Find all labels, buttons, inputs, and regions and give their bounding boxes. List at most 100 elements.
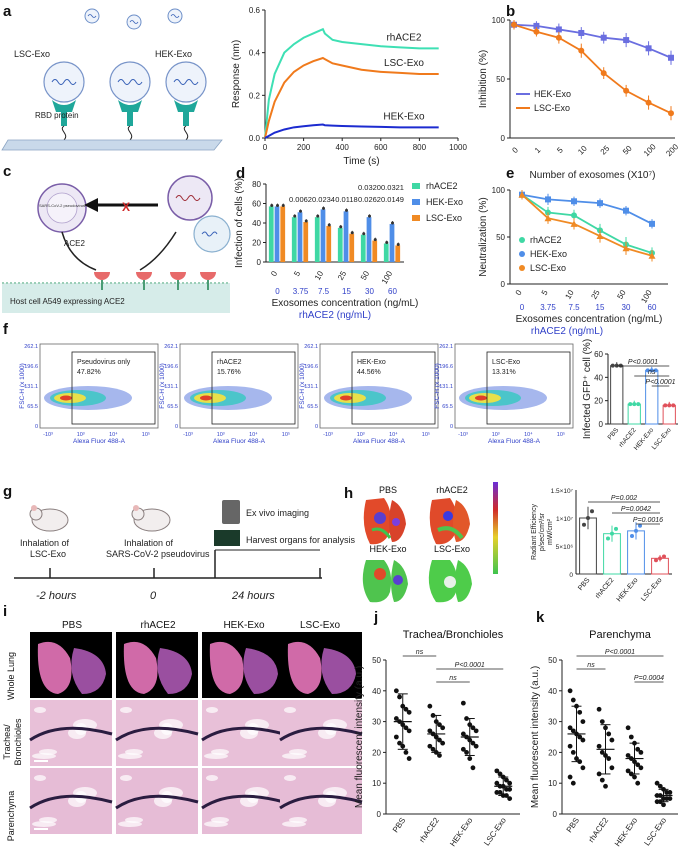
h-sig-text: P=0.002 (611, 495, 637, 502)
b-series-LSC-Exo (513, 23, 672, 115)
d-bar (372, 240, 378, 262)
d-point (345, 208, 348, 212)
flow-x-tick-label: 10⁴ (524, 431, 533, 438)
flow-x-tick-label: 10³ (77, 432, 85, 438)
flow-plot-frame (454, 343, 574, 429)
j-point (467, 756, 473, 761)
a-x-tick-label: 1000 (449, 143, 467, 152)
b-x-tick-label: 5 (555, 145, 565, 155)
flow-y-tick-label: 65.5 (442, 404, 453, 410)
j-point (430, 746, 436, 752)
row-trachea: Trachea/ (2, 724, 12, 760)
k-point (661, 802, 666, 808)
k-point (599, 750, 605, 755)
j-point (473, 743, 479, 749)
b-x-tick-label: 25 (599, 144, 612, 157)
histology-vessel (29, 726, 113, 742)
k-point (625, 768, 631, 774)
d-legend-label: HEK-Exo (426, 197, 463, 207)
j-point (473, 728, 479, 734)
k-y-tick-label: 30 (548, 718, 557, 727)
j-point (437, 753, 442, 758)
k-point (567, 688, 573, 694)
a-y-label: Response (nm) (231, 40, 242, 108)
d-bar (360, 234, 366, 262)
d-y-tick-label: 20 (252, 239, 261, 248)
histology-vessel (201, 726, 285, 742)
pseudovirus-icon: SARS-CoV-2 pseudovirus (37, 183, 87, 233)
d-x-tick-label: 25 (336, 269, 349, 282)
a-x-tick-label: 400 (336, 143, 350, 152)
b-point (533, 28, 540, 35)
f-point (663, 403, 668, 408)
b-y-tick-label: 50 (496, 75, 505, 84)
flow-density-peak (340, 395, 352, 401)
panel-d-chart: 0 20 40 60 80 Infection of cells (%) rhACE2 HEK… (234, 178, 463, 321)
flow-y-tick-label: 262.1 (24, 344, 38, 350)
d-point (350, 231, 354, 235)
histology-airspace (289, 817, 307, 823)
d-point (322, 206, 325, 210)
j-y-tick-label: 0 (377, 810, 382, 819)
e-x-tick-label: 10 (563, 288, 576, 301)
k-y-tick-label: 20 (548, 748, 557, 757)
h-y-label: p/sec/cm²/sr (539, 512, 546, 551)
b-legend-label: LSC-Exo (534, 103, 570, 113)
panel-label-a: a (3, 3, 12, 20)
flow-x-label: Alexa Fluor 488-A (353, 438, 406, 445)
h-point (606, 536, 610, 541)
flow-gate-name: LSC-Exo (492, 359, 520, 366)
d-legend-swatch (412, 183, 420, 189)
e-point (571, 212, 577, 219)
flow-gate-pct: 44.56% (357, 369, 381, 376)
j-point (403, 725, 409, 731)
flow-y-tick-label: 0 (175, 424, 178, 430)
j-point (397, 694, 402, 700)
step1-label: Inhalation of (20, 538, 70, 548)
k-point (625, 725, 631, 731)
j-point (464, 750, 469, 755)
d-bar (303, 222, 309, 262)
flow-y-tick-label: 0 (450, 424, 453, 430)
j-point (393, 734, 399, 740)
d-point (391, 221, 394, 225)
histology-vessel (279, 726, 363, 742)
panel-label-b: b (506, 3, 515, 20)
j-point (494, 780, 500, 786)
b-y-label: Inhibition (%) (478, 50, 489, 108)
panel-b-chart: 0 50 100 0 1 5 10 25 50 100 200 Number of exosomes … (478, 16, 681, 181)
k-point (570, 728, 576, 734)
k-point (628, 734, 634, 740)
k-y-tick-label: 50 (548, 656, 557, 665)
b-y-tick-label: 100 (492, 16, 506, 25)
d-y-label: Infection of cells (%) (234, 178, 245, 268)
j-y-tick-label: 10 (372, 779, 381, 788)
flow-x-tick-label: 10³ (357, 432, 365, 438)
b-x-tick-label: 200 (664, 142, 680, 158)
panel-h-lung-images: PBS rhACE2 HEK-Exo LSC-Exo (362, 482, 498, 603)
k-point (599, 719, 605, 724)
e-x2-label: rhACE2 (ng/mL) (531, 326, 603, 337)
j-y-tick-label: 50 (372, 656, 381, 665)
b-series-HEK-Exo (513, 23, 672, 59)
j-sig-text: ns (449, 675, 457, 682)
h-point (658, 556, 662, 561)
flow-y-tick-label: 196.6 (24, 364, 38, 370)
a-x-tick-label: 0 (263, 143, 268, 152)
h-point (586, 516, 590, 520)
imaging-label: Ex vivo imaging (246, 508, 309, 518)
d-point (299, 209, 302, 213)
flow-density-peak (200, 395, 212, 401)
f-point (653, 368, 658, 373)
j-point (460, 731, 466, 737)
e-y-label: Neutralization (%) (478, 197, 489, 276)
f-sig-text: P<0.0001 (645, 379, 675, 386)
d-bar (337, 227, 343, 262)
col-hek: HEK-Exo (223, 620, 265, 631)
d-pvalue: 0.0118 (335, 195, 357, 204)
e-y-tick-label: 0 (501, 280, 506, 289)
histology-lobe (321, 648, 356, 694)
k-point (635, 780, 641, 786)
histology-airspace (34, 775, 46, 781)
d-bar (389, 223, 395, 262)
